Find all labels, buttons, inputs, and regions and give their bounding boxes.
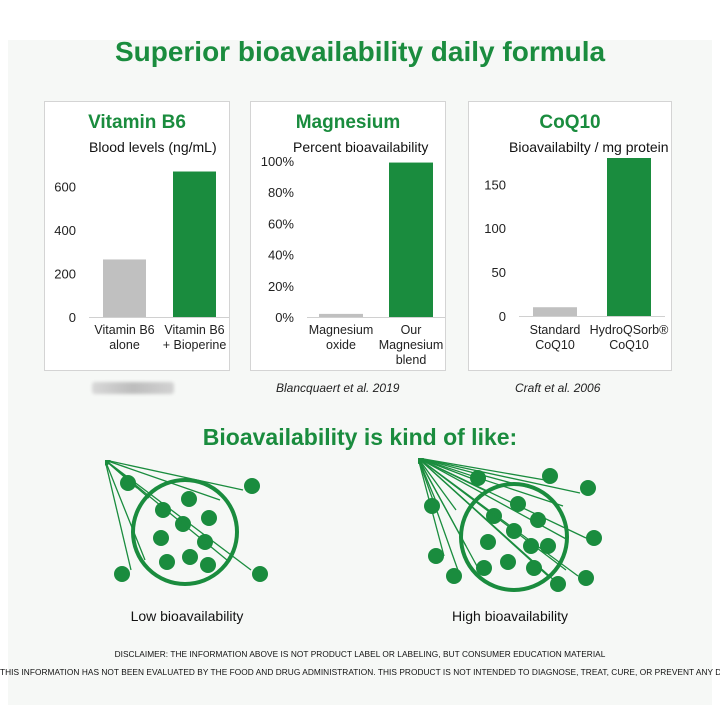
chart-panel-magnesium: Magnesium Percent bioavailability 0% 20% 4… [250,101,446,371]
diffusion-arrow [418,458,579,577]
nutrient-particle-inside [159,554,175,570]
chart-title: Magnesium [295,112,401,133]
diffusion-arrow [418,458,581,494]
category-label: Vitamin B6 alone [94,323,154,352]
y-tick-label: 200 [54,267,76,282]
y-tick-label: 0 [499,309,506,324]
y-tick-label: 80% [268,185,294,200]
diffusion-arrow [418,458,569,541]
diffusion-arrow [105,460,252,571]
chart-title: CoQ10 [539,112,601,133]
low-bioavailability-diagram [105,460,268,586]
citation-magnesium: Blancquaert et al. 2019 [276,381,400,395]
bar [389,162,433,317]
disclaimer-line-2: THIS INFORMATION HAS NOT BEEN EVALUATED … [0,667,720,677]
bar [173,171,216,317]
cell-membrane [131,478,239,586]
y-tick-label: 100% [261,154,295,169]
y-tick-label: 100 [484,221,506,236]
nutrient-particle-outside [244,478,260,494]
category-label: HydroQSorb® CoQ10 [590,323,669,352]
category-label: Our Magnesium blend [379,323,444,367]
nutrient-particle-inside [182,549,198,565]
nutrient-particle-inside [480,534,496,550]
high-bioavailability-label: High bioavailability [452,608,568,624]
y-tick-label: 50 [492,265,506,280]
diffusion-arrow [105,460,146,561]
chart-panel-coq10: CoQ10 Bioavailabilty / mg protein 0 50 100… [468,101,672,371]
y-tick-label: 600 [54,180,76,195]
nutrient-particle-outside [586,530,602,546]
nutrient-particle-outside [578,570,594,586]
y-tick-label: 40% [268,248,294,263]
diffusion-arrow [418,458,564,507]
y-tick-label: 60% [268,216,294,231]
category-label: Vitamin B6 + Bioperine [163,323,227,352]
y-tick-label: 150 [484,177,506,192]
page-title: Superior bioavailability daily formula [114,36,606,67]
diffusion-arrow [105,460,221,501]
nutrient-particle-inside [181,491,197,507]
chart-ylabel: Percent bioavailability [293,139,429,155]
chart-svg-coq10: 0 50 100 150 Standard CoQ10 HydroQSorb® CoQ10 [484,158,669,352]
citation-coq10: Craft et al. 2006 [515,381,601,395]
bar [319,313,363,317]
category-label: Magnesium oxide [309,323,374,352]
diffusion-arrow [418,458,587,539]
nutrient-particle-inside [526,560,542,576]
diffusion-arrow [418,458,546,481]
bar [607,158,651,316]
chart-svg-vitamin-b6: 0 200 400 600 Vitamin B6 alone Vitamin B6 + Bio… [54,171,229,352]
disclaimer-line-1: DISCLAIMER: THE INFORMATION ABOVE IS NOT… [114,649,606,659]
nutrient-particle-outside [542,468,558,484]
diffusion-arrow [105,460,132,571]
nutrient-particle-inside [500,554,516,570]
y-tick-label: 0 [69,310,76,325]
nutrient-particle-outside [120,475,136,491]
diffusion-arrow [418,458,557,583]
y-tick-label: 20% [268,279,294,294]
bar [533,307,577,316]
nutrient-particle-inside [530,512,546,528]
nutrient-particle-inside [201,510,217,526]
y-tick-label: 0% [275,310,294,325]
nutrient-particle-outside [580,480,596,496]
nutrient-particle-inside [540,538,556,554]
low-bioavailability-label: Low bioavailability [130,608,244,624]
diffusion-arrow [418,458,445,557]
bar [103,259,146,317]
nutrient-particle-inside [523,538,539,554]
diffusion-arrow [418,458,461,577]
nutrient-particle-inside [200,557,216,573]
high-bioavailability-diagram [418,458,602,592]
nutrient-particle-inside [153,530,169,546]
chart-panel-vitamin-b6: Vitamin B6 Blood levels (ng/mL) 0 200 400 6… [44,101,230,371]
diffusion-arrow [418,458,479,569]
section-subtitle: Bioavailability is kind of like: [202,424,518,450]
diffusion-arrow [418,458,539,491]
nutrient-particle-inside [476,560,492,576]
chart-ylabel: Bioavailabilty / mg protein [509,139,669,155]
redacted-citation [92,382,174,394]
chart-title: Vitamin B6 [88,112,186,133]
nutrient-particle-outside [252,566,268,582]
y-tick-label: 400 [54,223,76,238]
nutrient-particle-outside [114,566,130,582]
nutrient-particle-outside [428,548,444,564]
chart-ylabel: Blood levels (ng/mL) [89,139,217,155]
diffusion-arrow [105,460,228,561]
category-label: Standard CoQ10 [530,323,581,352]
diffusion-arrow [105,460,244,491]
diffusion-arrow [418,458,457,511]
